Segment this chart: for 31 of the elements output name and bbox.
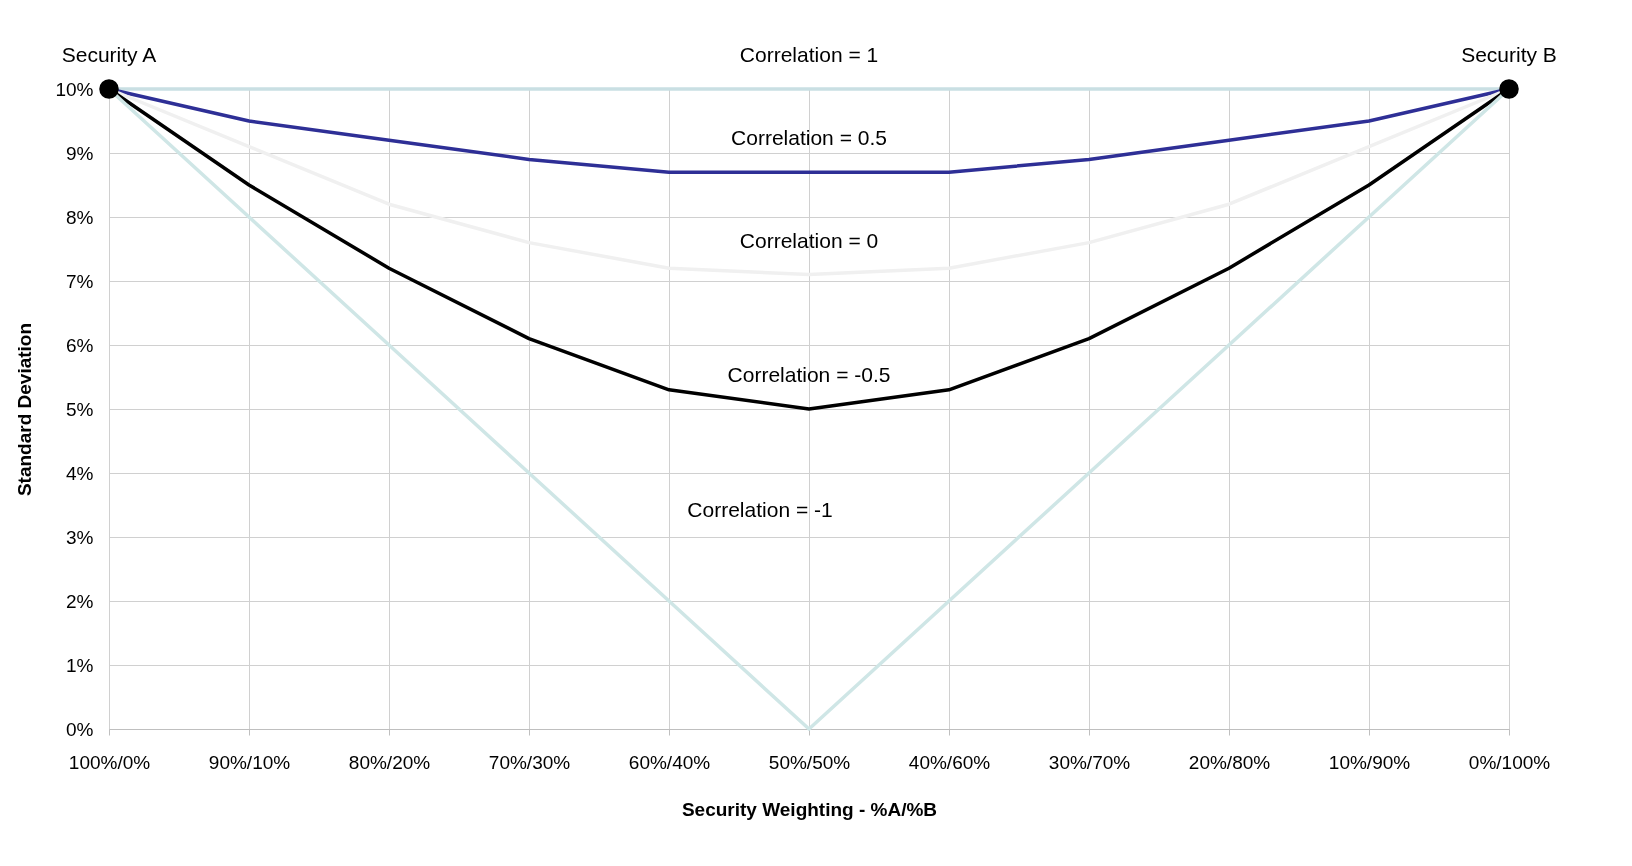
y-tick-label: 8% (66, 206, 94, 228)
annotation: Correlation = 1 (739, 43, 879, 66)
x-axis-title: Security Weighting - %A/%B (681, 798, 938, 820)
annotation: Correlation = -0.5 (727, 363, 891, 386)
y-tick-label: 2% (66, 590, 94, 612)
x-tick-label: 20%/80% (1188, 751, 1271, 773)
x-tick-label: 40%/60% (908, 751, 991, 773)
y-tick-label: 7% (66, 270, 94, 292)
y-tick-label: 5% (66, 398, 94, 420)
x-tick-label: 90%/10% (208, 751, 291, 773)
annotation: Correlation = -1 (687, 498, 833, 522)
x-tick-label: 80%/20% (348, 751, 431, 773)
y-tick-label: 3% (66, 526, 94, 548)
y-axis-title: Standard Deviation (14, 322, 36, 497)
x-tick-label: 0%/100% (1468, 751, 1551, 773)
x-tick-label: 70%/30% (488, 751, 571, 773)
x-tick-label: 30%/70% (1048, 751, 1131, 773)
y-tick-label: 10% (55, 78, 94, 100)
y-tick-label: 6% (66, 334, 94, 356)
annotation: Correlation = 0.5 (731, 126, 887, 150)
x-tick-label: 50%/50% (768, 751, 851, 773)
x-tick-label: 100%/0% (68, 751, 151, 773)
y-tick-label: 0% (66, 718, 94, 740)
y-tick-label: 4% (66, 462, 94, 484)
x-tick-label: 60%/40% (628, 751, 711, 773)
annotation: Correlation = 0 (739, 228, 879, 252)
y-tick-label: 1% (66, 654, 94, 676)
y-tick-label: 9% (66, 142, 94, 164)
x-tick-label: 10%/90% (1328, 751, 1411, 773)
annotation: Security A (61, 43, 157, 66)
annotation: Security B (1461, 43, 1557, 66)
